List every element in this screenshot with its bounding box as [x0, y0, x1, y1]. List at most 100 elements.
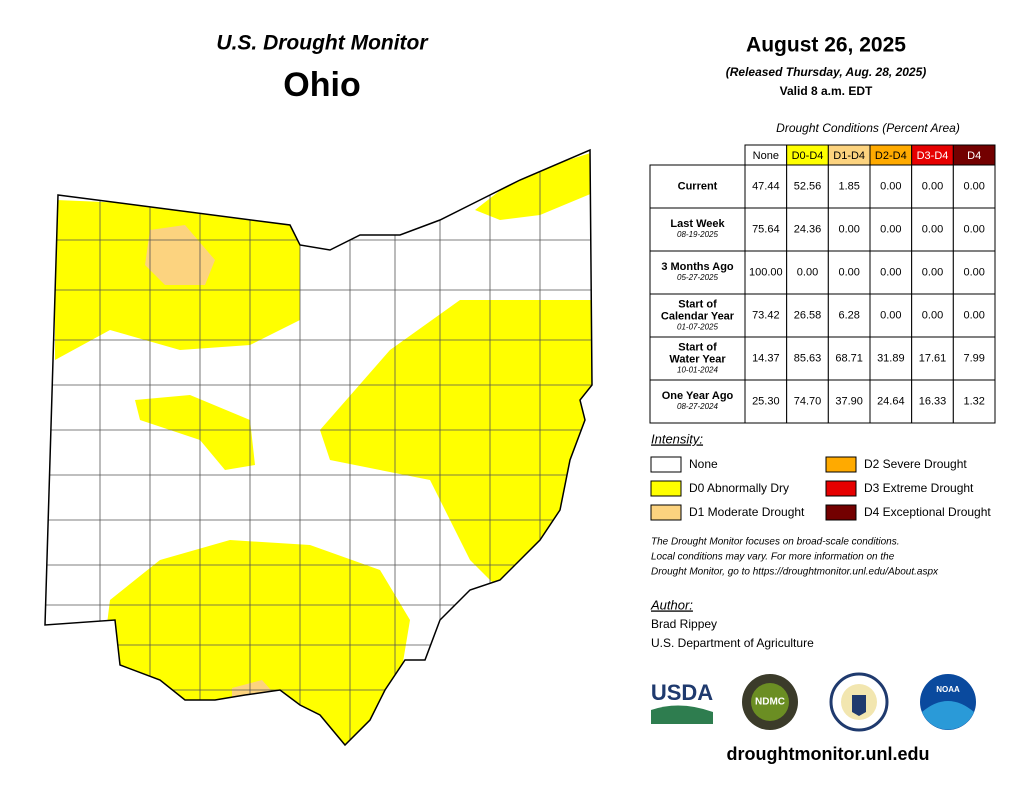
legend-label: D2 Severe Drought — [864, 457, 967, 471]
value-cell — [827, 250, 871, 295]
cell-value: 0.00 — [880, 223, 901, 235]
usda-text: USDA — [651, 680, 713, 705]
ohio-map — [45, 150, 592, 745]
value-cell — [827, 293, 871, 338]
cell-value: 1.32 — [963, 395, 984, 407]
ndmc-logo: NDMC — [742, 674, 798, 730]
cell-value: 47.44 — [752, 180, 780, 192]
legend-swatch — [650, 504, 682, 521]
cell-value: 0.00 — [963, 180, 984, 192]
value-cell — [786, 207, 829, 252]
cell-value: 17.61 — [919, 352, 947, 364]
cell-value: 0.00 — [963, 223, 984, 235]
value-cell — [869, 207, 913, 252]
note-line: Drought Monitor, go to https://droughtmo… — [651, 567, 939, 578]
note: The Drought Monitor focuses on broad-sca… — [651, 537, 939, 578]
value-cell — [827, 207, 871, 252]
value-cell — [744, 379, 788, 424]
row-label: Current — [678, 180, 718, 192]
cell-value: 14.37 — [752, 352, 780, 364]
cell-value: 74.70 — [794, 395, 822, 407]
ndmc-text: NDMC — [755, 697, 785, 708]
row-date: 05-27-2025 — [677, 273, 718, 282]
row-label: Calendar Year — [661, 310, 735, 322]
conditions-table: None D0-D4 D1-D4 D2-D4 D3-D4 D4 Current 47.44 52… — [649, 144, 996, 424]
cell-value: 6.28 — [838, 309, 859, 321]
map-date: August 26, 2025 — [746, 34, 906, 57]
row-label: Start of — [678, 341, 717, 353]
cell-value: 0.00 — [880, 266, 901, 278]
value-cell — [952, 379, 996, 424]
cell-value: 7.99 — [963, 352, 984, 364]
author-name: Brad Rippey — [651, 617, 717, 631]
cell-value: 37.90 — [835, 395, 863, 407]
note-line: Local conditions may vary. For more info… — [651, 552, 895, 563]
state-name: Ohio — [283, 66, 360, 104]
value-cell — [786, 379, 829, 424]
column-header: D0-D4 — [792, 150, 824, 162]
cell-value: 75.64 — [752, 223, 780, 235]
row-date: 08-27-2024 — [677, 402, 718, 411]
column-header: D2-D4 — [875, 150, 907, 162]
cell-value: 24.64 — [877, 395, 905, 407]
cell-value: 0.00 — [922, 180, 943, 192]
column-header: D1-D4 — [833, 150, 865, 162]
legend-swatch — [650, 480, 682, 497]
value-cell — [744, 207, 788, 252]
noaa-text: NOAA — [936, 685, 960, 694]
cell-value: 73.42 — [752, 309, 780, 321]
row-date: 08-19-2025 — [677, 230, 718, 239]
cell-value: 16.33 — [919, 395, 947, 407]
cell-value: 0.00 — [922, 223, 943, 235]
cell-value: 25.30 — [752, 395, 780, 407]
cell-value: 0.00 — [963, 309, 984, 321]
legend-label: D1 Moderate Drought — [689, 505, 805, 519]
row-date: 10-01-2024 — [677, 366, 718, 375]
cell-value: 0.00 — [880, 309, 901, 321]
cell-value: 0.00 — [880, 180, 901, 192]
value-cell — [911, 250, 954, 295]
cell-value: 0.00 — [797, 266, 818, 278]
usda-logo: USDA — [651, 680, 713, 724]
legend-label: None — [689, 457, 718, 471]
author-title: Author: — [650, 597, 693, 612]
column-header: None — [753, 150, 779, 162]
cell-value: 68.71 — [835, 352, 863, 364]
cell-value: 0.00 — [922, 266, 943, 278]
doc-logo — [829, 672, 889, 732]
value-cell — [827, 379, 871, 424]
value-cell — [869, 379, 913, 424]
footer-url: droughtmonitor.unl.edu — [727, 744, 930, 764]
legend-swatch — [825, 480, 857, 497]
cell-value: 0.00 — [922, 309, 943, 321]
cell-value: 0.00 — [838, 266, 859, 278]
value-cell — [744, 250, 788, 295]
column-header: D3-D4 — [917, 150, 949, 162]
row-label-cell — [649, 379, 746, 424]
row-label: One Year Ago — [662, 390, 734, 402]
value-cell — [952, 164, 996, 209]
noaa-logo: NOAA — [920, 674, 976, 730]
cell-value: 31.89 — [877, 352, 905, 364]
cell-value: 85.63 — [794, 352, 822, 364]
legend: Intensity: None D0 Abnormally Dry D1 Modera… — [650, 431, 991, 521]
legend-swatch — [650, 456, 682, 473]
row-label-cell — [649, 164, 746, 209]
release-date: (Released Thursday, Aug. 28, 2025) — [726, 65, 927, 79]
cell-value: 0.00 — [963, 266, 984, 278]
legend-swatch — [825, 504, 857, 521]
column-header: D4 — [967, 150, 981, 162]
value-cell — [869, 293, 913, 338]
state-outline — [44, 148, 593, 747]
value-cell — [827, 336, 871, 381]
cell-value: 1.85 — [838, 180, 859, 192]
note-line: The Drought Monitor focuses on broad-sca… — [651, 537, 899, 548]
row-label-cell — [649, 207, 746, 252]
row-label: 3 Months Ago — [661, 261, 734, 273]
cell-value: 100.00 — [749, 266, 783, 278]
cell-value: 26.58 — [794, 309, 822, 321]
value-cell — [911, 207, 954, 252]
value-cell — [952, 207, 996, 252]
map-title: U.S. Drought Monitor — [216, 32, 429, 55]
legend-label: D0 Abnormally Dry — [689, 481, 789, 495]
